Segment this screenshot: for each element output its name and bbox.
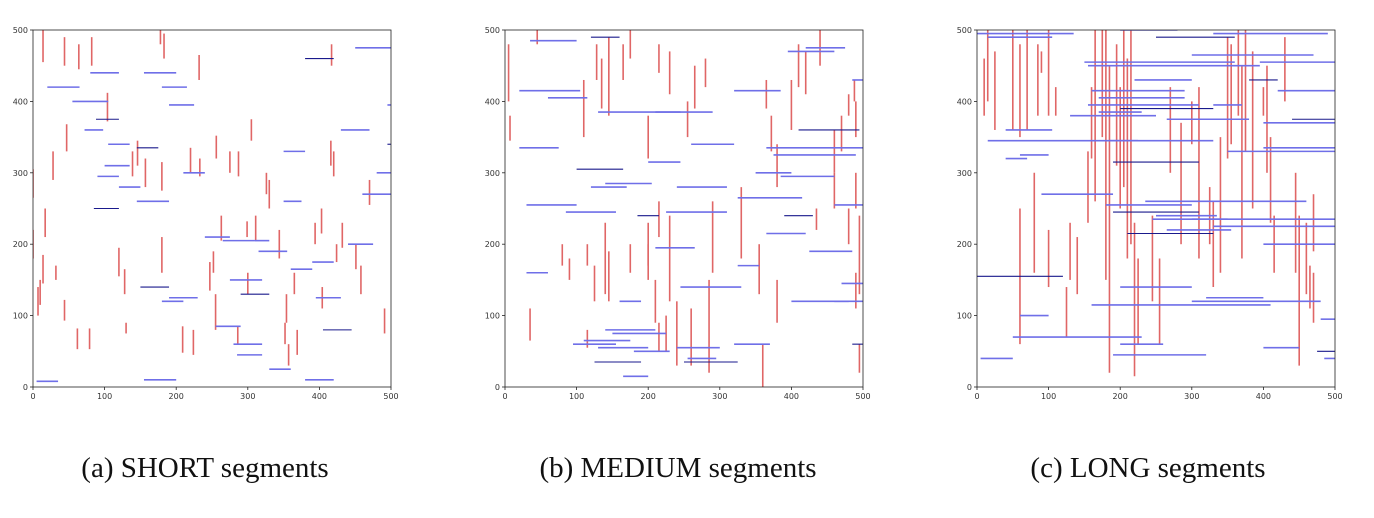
- y-tick-label: 100: [485, 312, 500, 321]
- plot-area: [507, 30, 863, 387]
- x-tick-label: 500: [1327, 392, 1342, 401]
- y-tick-label: 400: [485, 97, 500, 106]
- x-tick-label: 100: [97, 392, 112, 401]
- x-tick-label: 200: [641, 392, 656, 401]
- y-tick-label: 200: [485, 240, 500, 249]
- caption-medium: (b) MEDIUM segments: [539, 452, 817, 484]
- x-tick-label: 500: [383, 392, 398, 401]
- y-tick-label: 200: [13, 240, 28, 249]
- plot-area: [977, 30, 1335, 377]
- plot-frame: [976, 29, 1336, 388]
- x-tick-label: 400: [784, 392, 799, 401]
- chart-svg-medium: 0 100 200 300 400 500 0 100 200 300 400 500: [485, 26, 871, 401]
- x-tick-label: 400: [312, 392, 327, 401]
- y-tick-label: 200: [957, 240, 972, 249]
- x-tick-label: 400: [1256, 392, 1271, 401]
- y-tick-label: 300: [957, 169, 972, 178]
- y-tick-label: 500: [485, 26, 500, 35]
- chart-svg-short: 0 100 200 300 400 500 0 100 200 300 400 500: [13, 26, 399, 401]
- x-tick-label: 0: [30, 392, 35, 401]
- caption-short: (a) SHORT segments: [81, 452, 329, 484]
- x-tick-label: 100: [569, 392, 584, 401]
- x-tick-label: 300: [1184, 392, 1199, 401]
- y-tick-label: 0: [23, 383, 28, 392]
- y-tick-label: 0: [967, 383, 972, 392]
- chart-svg-long: 0 100 200 300 400 500 0 100 200 300 400 500: [957, 26, 1343, 401]
- x-tick-label: 100: [1041, 392, 1056, 401]
- y-tick-label: 500: [13, 26, 28, 35]
- y-tick-label: 500: [957, 26, 972, 35]
- plot-frame: [32, 29, 392, 388]
- caption-long: (c) LONG segments: [1030, 452, 1266, 484]
- x-tick-label: 0: [502, 392, 507, 401]
- x-tick-label: 200: [169, 392, 184, 401]
- x-tick-label: 500: [855, 392, 870, 401]
- y-tick-label: 300: [485, 169, 500, 178]
- plot-area: [33, 30, 391, 383]
- x-tick-label: 300: [240, 392, 255, 401]
- y-tick-label: 100: [13, 312, 28, 321]
- y-tick-label: 400: [957, 97, 972, 106]
- y-tick-label: 100: [957, 312, 972, 321]
- x-tick-label: 0: [974, 392, 979, 401]
- y-tick-label: 300: [13, 169, 28, 178]
- x-tick-label: 300: [712, 392, 727, 401]
- y-tick-label: 400: [13, 97, 28, 106]
- y-tick-label: 0: [495, 383, 500, 392]
- x-tick-label: 200: [1113, 392, 1128, 401]
- plot-frame: [504, 29, 864, 388]
